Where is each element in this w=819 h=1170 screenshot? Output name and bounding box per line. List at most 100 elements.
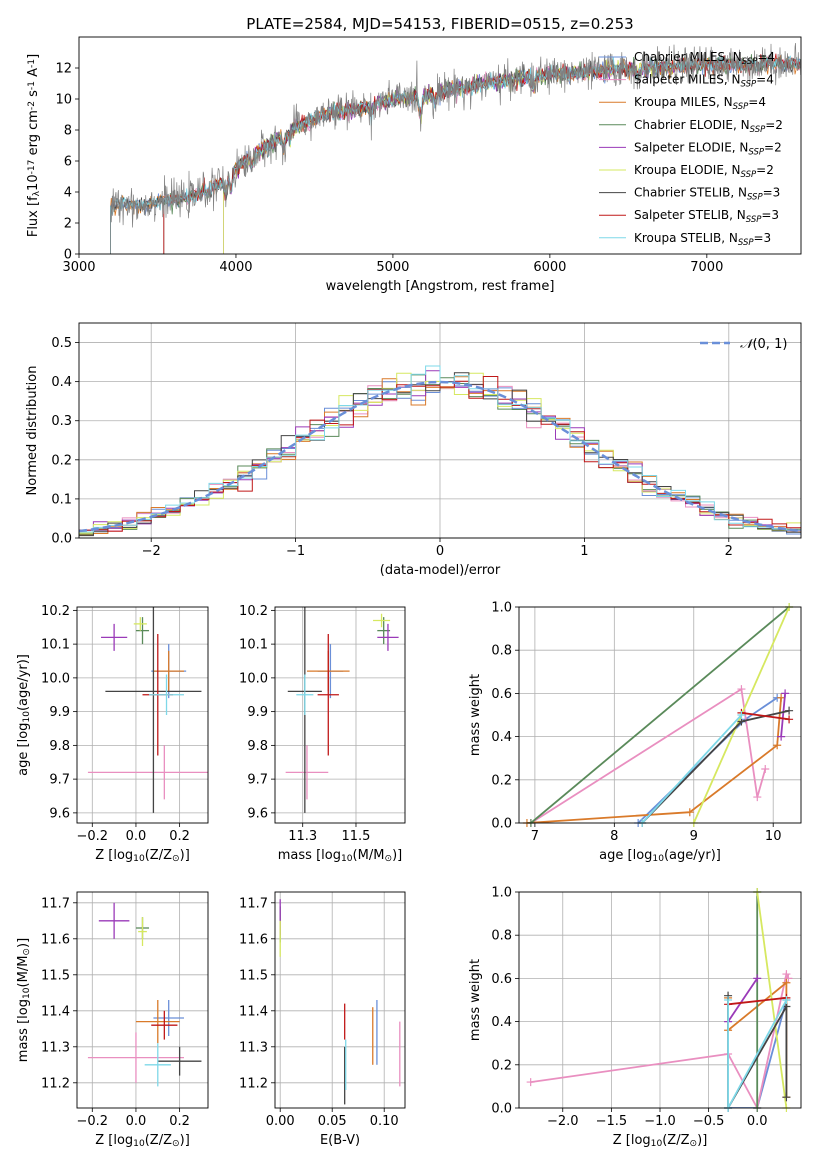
label-text: )] — [16, 938, 31, 948]
legend-label: 𝒩(0, 1) — [740, 337, 787, 352]
y-tick-label: 0.0 — [491, 1102, 512, 1117]
y-tick-label: 0.4 — [51, 375, 72, 390]
x-tick-label: −1.0 — [644, 1114, 676, 1129]
y-tick-label: 10.2 — [41, 604, 70, 619]
legend-label: Chabrier MILES, NSSP=4 — [634, 50, 775, 67]
weight-marker — [526, 1078, 535, 1087]
y-tick-label: 9.6 — [247, 806, 268, 821]
x-tick-label: 5000 — [376, 260, 409, 275]
legend-label-sub: SSP — [747, 193, 763, 203]
weight-marker — [785, 706, 794, 715]
label-text: Z [log — [95, 1133, 133, 1148]
label-text: (Z/Z — [662, 1133, 689, 1148]
y-tick-label: 0.0 — [491, 817, 512, 832]
weight-marker — [784, 974, 793, 983]
label-text: A — [26, 68, 41, 81]
y-tick-label: 11.4 — [239, 1004, 268, 1019]
label-text: mass weight — [468, 674, 483, 756]
legend-label: Chabrier ELODIE, NSSP=2 — [634, 118, 783, 135]
y-axis-label: Flux [fλ​10-17​ erg cm-2​ s-1​ A-1​] — [26, 54, 42, 237]
x-tick-label: 7 — [531, 829, 539, 844]
label-text: s — [26, 90, 41, 101]
label-text: Z [log — [613, 1133, 651, 1148]
legend-label: Salpeter STELIB, NSSP=3 — [634, 208, 779, 225]
y-tick-label: 9.7 — [49, 773, 70, 788]
y-tick-label: 11.7 — [41, 896, 70, 911]
weight-marker — [785, 715, 794, 724]
weight-marker — [737, 711, 746, 719]
x-tick-label: 3000 — [62, 260, 95, 275]
x-tick-label: −1.5 — [596, 1114, 628, 1129]
label-text: age [log — [16, 723, 31, 776]
label-text: )] — [392, 848, 402, 863]
y-axis-label: mass [log10​(M/M⊙​)] — [16, 938, 32, 1062]
legend-label-sub: SSP — [741, 80, 757, 90]
y-tick-label: 9.8 — [247, 739, 268, 754]
weight-marker — [782, 996, 791, 1004]
legend-label-main: Salpeter ELODIE, N — [634, 140, 748, 154]
weight-line-7 — [741, 711, 790, 721]
legend-label-tail: =3 — [754, 231, 772, 245]
label-text: erg cm — [26, 110, 41, 159]
label-text: ] — [26, 54, 41, 59]
label-text: wavelength [Angstrom, rest frame] — [326, 279, 555, 294]
x-axis-label: Z [log10​(Z/Z⊙​)] — [95, 1133, 190, 1149]
x-tick-label: −0.2 — [76, 829, 108, 844]
weight-marker — [782, 978, 791, 987]
legend-label-tail: =4 — [757, 50, 775, 64]
y-tick-label: 0.8 — [491, 929, 512, 944]
legend-label: Salpeter ELODIE, NSSP=2 — [634, 140, 782, 157]
legend-label: Kroupa MILES, NSSP=4 — [634, 95, 766, 112]
x-tick-label: 8 — [610, 829, 618, 844]
y-tick-label: 0.8 — [491, 644, 512, 659]
y-tick-label: 10.0 — [239, 671, 268, 686]
x-tick-label: 0.0 — [126, 1114, 147, 1129]
y-axis-label: mass weight — [468, 959, 483, 1041]
subscript: 10 — [341, 854, 353, 864]
y-tick-label: 0.5 — [51, 336, 72, 351]
y-tick-label: 8 — [64, 124, 72, 139]
y-axis-label: Normed distribution — [25, 366, 40, 496]
legend-label-main: Chabrier MILES, N — [634, 50, 742, 64]
y-tick-label: 0.3 — [51, 414, 72, 429]
x-tick-label: 10 — [765, 829, 782, 844]
x-tick-label: 7000 — [690, 260, 723, 275]
superscript: -17 — [27, 159, 37, 174]
label-text: (M/M — [16, 956, 31, 988]
age_vs_Z-panel: −0.2 0.0 0.2 9.6 9.7 9.8 9.9 10.0 10.1 10.2 Z [log… — [16, 604, 209, 864]
label-text: (M/M — [353, 848, 385, 863]
x-tick-label: 0 — [436, 544, 444, 559]
x-axis-label: mass [log10​(M/M⊙​)] — [278, 848, 402, 864]
weight-marker — [782, 1093, 791, 1102]
label-text: E(B-V) — [320, 1133, 360, 1148]
y-axis-label: mass weight — [468, 674, 483, 756]
y-tick-label: 11.4 — [41, 1004, 70, 1019]
y-tick-label: 0.4 — [491, 730, 512, 745]
subscript: 10 — [22, 987, 32, 999]
age_vs_mass-panel: 11.3 11.5 9.6 9.7 9.8 9.9 10.0 10.1 10.2 mass [lo… — [239, 604, 406, 864]
weight-line-8 — [727, 999, 788, 1108]
label-text: mass [log — [16, 999, 31, 1062]
weight-marker — [753, 793, 762, 802]
legend-label-sub: SSP — [750, 125, 766, 135]
legend-label: Kroupa STELIB, NSSP=3 — [634, 231, 771, 248]
y-tick-label: 0.6 — [491, 687, 512, 702]
weight-marker — [753, 974, 762, 983]
y-tick-label: 9.9 — [247, 705, 268, 720]
legend-label-main: Kroupa ELODIE, N — [634, 163, 741, 177]
y-tick-label: 11.2 — [41, 1076, 70, 1091]
x-tick-label: −0.5 — [693, 1114, 725, 1129]
label-text: (Z/Z — [145, 1133, 172, 1148]
subscript: 10 — [22, 711, 32, 723]
legend-label-sub: SSP — [733, 102, 749, 112]
label-text: 10 — [26, 174, 41, 191]
label-text: Flux [f — [26, 196, 41, 237]
residuals-panel: −2 −1 0 1 2 0.0 0.1 0.2 0.3 0.4 0.5 (data-model)/er… — [25, 322, 802, 578]
axes-frame — [518, 891, 802, 1109]
legend-label: Kroupa ELODIE, NSSP=2 — [634, 163, 774, 180]
label-text: Z [log — [95, 848, 133, 863]
weight-marker — [724, 996, 733, 1004]
y-tick-label: 10.2 — [239, 604, 268, 619]
x-tick-label: 9 — [690, 829, 698, 844]
y-tick-label: 11.6 — [239, 932, 268, 947]
